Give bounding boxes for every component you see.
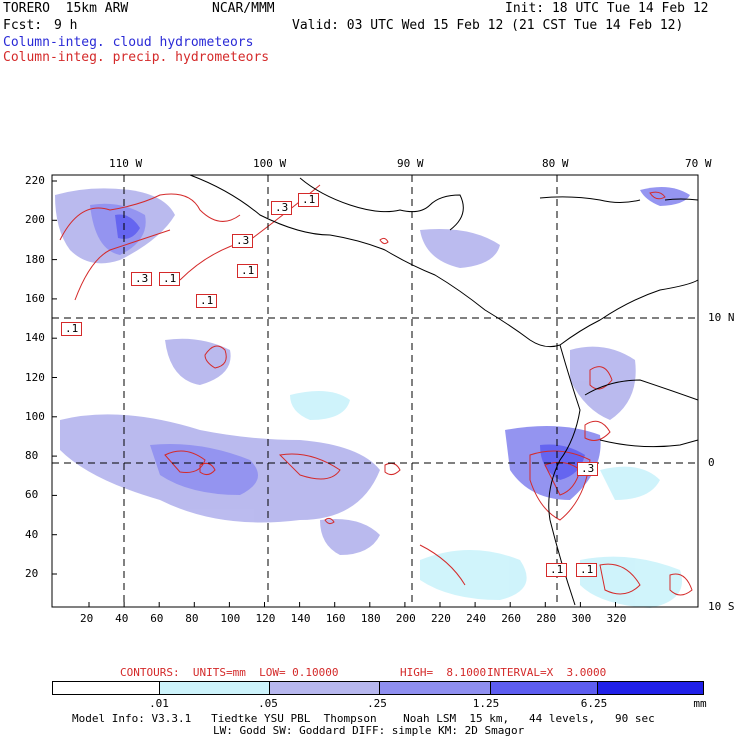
contour-label: .1 <box>61 322 83 336</box>
cloud-shading <box>55 186 690 608</box>
contour-label: .1 <box>298 193 320 207</box>
x-tick-label: 100 <box>220 612 241 625</box>
contour-label: .1 <box>237 264 259 278</box>
contours-high: HIGH= 8.1000 <box>400 666 487 679</box>
colorbar-swatch <box>53 682 160 694</box>
y-tick-label: 100 <box>25 409 45 423</box>
y-tick-label: 20 <box>25 567 39 580</box>
contour-label: .3 <box>131 272 153 286</box>
lat-label: 0 <box>708 456 715 469</box>
lon-label: 110 W <box>109 157 143 170</box>
x-tick-label: 200 <box>395 612 416 625</box>
x-tick-label: 40 <box>115 612 129 625</box>
graticule <box>52 175 698 607</box>
x-tick-label: 140 <box>290 612 311 625</box>
y-tick-label: 60 <box>25 488 39 502</box>
x-tick-label: 280 <box>536 612 557 625</box>
colorbar-label: mm <box>693 697 707 710</box>
x-tick-label: 240 <box>466 612 486 625</box>
y-tick-label: 160 <box>25 291 45 305</box>
contours-interval: INTERVAL=X 3.0000 <box>487 666 607 679</box>
coastlines <box>189 174 699 606</box>
contour-label: .1 <box>546 563 568 577</box>
x-tick-label: 220 <box>431 612 451 625</box>
y-tick-label: 140 <box>25 331 45 345</box>
colorbar <box>52 681 704 695</box>
colorbar-swatch <box>379 682 490 694</box>
forecast-label: Fcst: <box>3 18 43 33</box>
y-tick-label: 80 <box>25 449 39 463</box>
colorbar-label: 6.25 <box>580 697 608 710</box>
model-title: TORERO 15km ARW <box>3 1 129 16</box>
x-tick-label: 80 <box>185 612 199 625</box>
x-tick-label: 120 <box>255 612 276 625</box>
lon-label: 100 W <box>253 157 287 170</box>
x-tick-label: 300 <box>571 612 592 625</box>
x-tick-label: 260 <box>501 612 522 625</box>
y-tick-label: 220 <box>25 174 45 187</box>
x-tick-label: 160 <box>325 612 346 625</box>
y-tick-label: 40 <box>25 527 39 541</box>
legend-precip: Column-integ. precip. hydrometeors <box>3 50 270 65</box>
y-tick-label: 120 <box>25 370 45 384</box>
lon-label: 80 W <box>542 157 569 170</box>
precip-contours <box>59 184 693 596</box>
map-frame <box>51 174 699 608</box>
lon-label: 70 W <box>685 157 712 170</box>
x-tick-label: 320 <box>606 612 627 625</box>
footer-physics-info: LW: Godd SW: Goddard DIFF: simple KM: 2D… <box>213 724 525 737</box>
footer-model-info: Model Info: V3.3.1 Tiedtke YSU PBL Thomp… <box>72 712 655 725</box>
lon-label: 90 W <box>397 157 424 170</box>
valid-time: Valid: 03 UTC Wed 15 Feb 12 (21 CST Tue … <box>292 18 684 33</box>
contour-label: .3 <box>577 462 599 476</box>
colorbar-swatch <box>159 682 270 694</box>
colorbar-label: .25 <box>367 697 387 710</box>
legend-cloud: Column-integ. cloud hydrometeors <box>3 35 254 50</box>
forecast-hours: 9 h <box>54 18 78 33</box>
contour-label: .1 <box>196 294 218 308</box>
colorbar-swatch <box>269 682 380 694</box>
y-tick-label: 180 <box>25 252 45 266</box>
org-label: NCAR/MMM <box>212 1 275 16</box>
lat-label: 10 N <box>708 311 735 324</box>
colorbar-label: 1.25 <box>472 697 500 710</box>
colorbar-label: .01 <box>149 697 169 710</box>
contour-label: .1 <box>576 563 598 577</box>
colorbar-swatch <box>489 682 597 694</box>
contour-label: .1 <box>159 272 181 286</box>
y-tick-label: 200 <box>25 213 45 227</box>
x-tick-label: 60 <box>150 612 164 625</box>
contours-units: CONTOURS: UNITS=mm LOW= 0.10000 <box>120 666 339 679</box>
contour-label: .3 <box>232 234 254 248</box>
colorbar-swatch <box>596 682 703 694</box>
colorbar-label: .05 <box>258 697 278 710</box>
contour-label: .3 <box>271 201 293 215</box>
x-tick-label: 20 <box>80 612 94 625</box>
x-tick-label: 180 <box>360 612 381 625</box>
lat-label: 10 S <box>708 600 735 613</box>
init-time: Init: 18 UTC Tue 14 Feb 12 <box>505 1 709 16</box>
